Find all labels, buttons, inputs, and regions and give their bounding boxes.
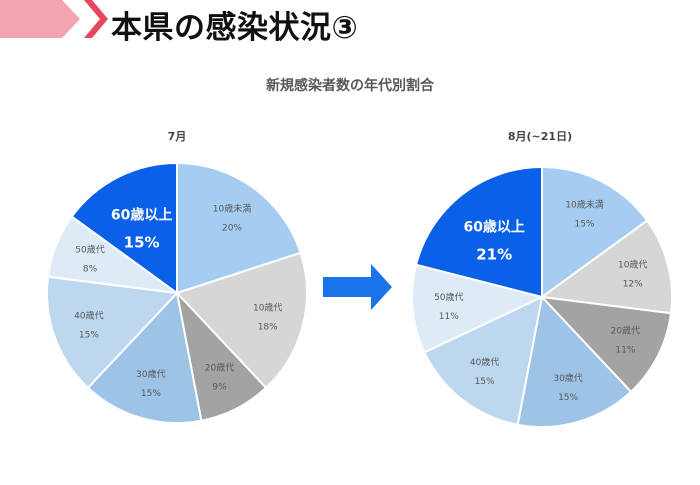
- pie-slice: [87, 292, 203, 424]
- slice-value: 9%: [212, 382, 227, 392]
- slice-label: 40歳代: [470, 356, 499, 368]
- slice-label: 30歳代: [553, 372, 582, 384]
- slice-label: 20歳代: [611, 325, 640, 337]
- slice-label: 10歳未満: [565, 199, 603, 211]
- slice-value: 15%: [124, 234, 160, 252]
- pie-slice: [541, 296, 672, 393]
- slice-value: 15%: [475, 377, 495, 387]
- slice-value: 15%: [79, 331, 99, 341]
- slice-label: 10歳代: [253, 301, 282, 313]
- pie-slice: [411, 263, 543, 354]
- slice-value: 21%: [476, 245, 512, 263]
- slice-value: 20%: [222, 223, 242, 233]
- august-pie: 10歳未満 15% 10歳代 12% 20歳代 11% 30歳代 15% 40歳代 15% 50歳代…: [411, 166, 673, 428]
- slice-value: 12%: [623, 280, 643, 290]
- slice-value: 8%: [83, 265, 98, 275]
- slice-value: 15%: [141, 389, 161, 399]
- slice-label: 40歳代: [74, 310, 103, 322]
- pie-slice: [46, 275, 178, 389]
- slice-value: 18%: [258, 322, 278, 332]
- chart-subtitle: 新規感染者数の年代別割合: [266, 78, 434, 94]
- slice-label: 10歳代: [618, 259, 647, 271]
- pie-slice: [415, 166, 543, 298]
- pie-slice: [70, 162, 178, 294]
- slice-label: 50歳代: [434, 291, 463, 303]
- august-chart-title: 8月(~21日): [507, 130, 573, 143]
- slice-label: 60歳以上: [111, 207, 172, 224]
- slice-label: 10歳未満: [213, 202, 251, 214]
- right-arrow-icon: [323, 264, 392, 310]
- header-arrow-icon: [0, 0, 108, 38]
- slice-label: 20歳代: [205, 361, 234, 373]
- slice-value: 15%: [558, 393, 578, 403]
- pie-slice: [176, 162, 302, 294]
- slice-value: 15%: [574, 220, 594, 230]
- slice-label: 30歳代: [136, 368, 165, 380]
- slice-label: 60歳以上: [463, 218, 524, 235]
- july-pie: 10歳未満 20% 10歳代 18% 20歳代 9% 30歳代 15% 40歳代 15% 50歳代 8…: [46, 162, 308, 424]
- slice-value: 11%: [439, 312, 459, 322]
- pie-slice: [516, 296, 632, 428]
- pie-slice: [541, 166, 649, 298]
- pie-slice: [423, 296, 543, 426]
- slice-value: 11%: [615, 346, 635, 356]
- page-title: 本県の感染状況③: [111, 10, 359, 46]
- july-chart-title: 7月: [167, 130, 187, 143]
- slice-label: 50歳代: [75, 244, 104, 256]
- pie-slice: [541, 219, 673, 315]
- pie-slice: [176, 251, 308, 389]
